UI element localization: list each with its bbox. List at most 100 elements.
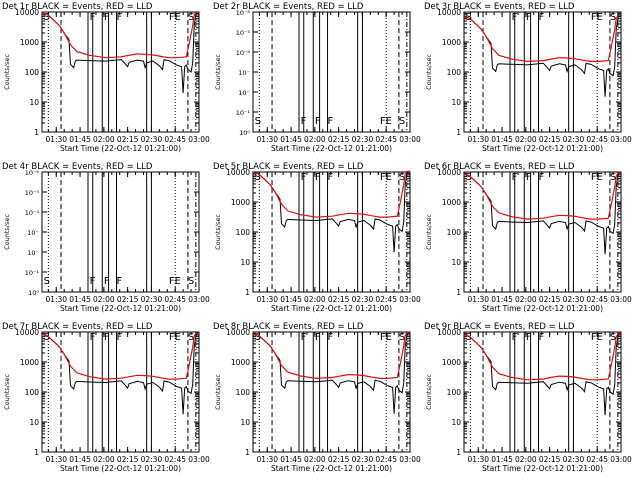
x-tick-label: 02:00 — [515, 295, 537, 304]
x-tick-label: 01:30 — [256, 135, 278, 144]
y-tick-label: 10 — [451, 98, 461, 107]
x-tick-label: 01:45 — [69, 135, 91, 144]
x-tick-label: 02:45 — [586, 135, 608, 144]
x-tick-label: 01:30 — [467, 295, 489, 304]
flag-label: F — [526, 332, 532, 343]
x-tick-label: 01:45 — [69, 455, 91, 464]
x-tick-label: 01:30 — [45, 455, 67, 464]
x-axis-label: Start Time (22-Oct-12 01:21:00) — [271, 144, 392, 153]
y-tick-label: 100 — [236, 228, 251, 237]
x-tick-label: 01:45 — [69, 295, 91, 304]
flag-label: F — [104, 332, 110, 343]
x-tick-label: 02:15 — [539, 135, 561, 144]
y-axis-label: Counts/sec — [425, 374, 433, 410]
y-axis-label: Counts/sec — [3, 374, 11, 410]
panel-det-5r: Det 5r BLACK = Events, RED = LLD11010010… — [213, 162, 421, 313]
y-tick-label: 1000 — [442, 38, 461, 47]
y-tick-label: 10⁻⁶ — [236, 9, 251, 17]
y-tick-label: 1 — [456, 448, 461, 457]
flag-label: F — [539, 332, 545, 343]
series-events — [464, 173, 621, 254]
y-tick-label: 10 — [29, 418, 39, 427]
x-tick-label: 02:00 — [304, 295, 326, 304]
flag-label: F — [315, 332, 321, 343]
x-tick-label: 02:30 — [563, 295, 585, 304]
y-tick-label: 10000 — [226, 168, 250, 177]
x-tick-label: 01:30 — [467, 455, 489, 464]
panel-det-6r: Det 6r BLACK = Events, RED = LLD 1 10 100 10… — [424, 162, 632, 313]
flag-label: F — [539, 172, 545, 183]
flag-label: FE — [169, 12, 181, 23]
y-tick-label: 1 — [456, 288, 461, 297]
y-tick-label: 100 — [25, 68, 40, 77]
x-tick-label: 02:30 — [141, 135, 163, 144]
y-tick-label: 10⁻⁲ — [27, 249, 39, 257]
x-tick-label: 01:45 — [491, 135, 513, 144]
flag-label: F — [104, 276, 110, 287]
y-tick-label: 1 — [245, 288, 250, 297]
x-tick-label: 02:45 — [164, 295, 186, 304]
x-tick-label: 01:30 — [256, 295, 278, 304]
y-tick-label: 10⁻⁳ — [238, 69, 250, 77]
x-tick-label: 02:45 — [375, 135, 397, 144]
x-tick-label: 02:00 — [515, 135, 537, 144]
x-axis-label: Start Time (22-Oct-12 01:21:00) — [271, 464, 392, 473]
x-tick-label: 01:30 — [256, 455, 278, 464]
flag-label: F — [526, 12, 532, 23]
flag-label: F — [301, 332, 307, 343]
x-tick-label: 03:00 — [399, 295, 421, 304]
flag-label: S — [44, 276, 50, 287]
y-tick-label: 10⁻⁴ — [25, 209, 40, 217]
x-tick-label: 03:00 — [188, 455, 210, 464]
flag-label: F — [90, 332, 96, 343]
y-tick-label: 10⁻⁳ — [27, 229, 39, 237]
flag-label: F — [328, 332, 334, 343]
x-tick-label: 03:00 — [188, 135, 210, 144]
x-tick-label: 02:45 — [164, 455, 186, 464]
flag-label: F — [117, 276, 123, 287]
y-tick-label: 10 — [240, 418, 250, 427]
panel-det-3r: Det 3r BLACK = Events, RED = LLD11010010… — [424, 2, 632, 153]
x-tick-label: 01:30 — [45, 135, 67, 144]
x-tick-label: 02:00 — [93, 135, 115, 144]
y-tick-label: 10 — [29, 98, 39, 107]
x-tick-label: 02:00 — [304, 455, 326, 464]
y-tick-label: 1000 — [231, 198, 250, 207]
y-tick-label: 1000 — [231, 358, 250, 367]
y-tick-label: 100 — [25, 388, 40, 397]
y-tick-label: 10000 — [437, 8, 461, 17]
flag-label: F — [117, 12, 123, 23]
flag-label: S — [399, 116, 405, 127]
x-axis-label: Start Time (22-Oct-12 01:21:00) — [271, 304, 392, 313]
y-axis-label: Counts/sec — [425, 214, 433, 250]
x-tick-label: 02:15 — [328, 295, 350, 304]
chart-grid: Det 1r BLACK = Events, RED = LLD11010010… — [0, 0, 640, 480]
x-tick-label: 02:15 — [328, 135, 350, 144]
x-tick-label: 02:00 — [304, 135, 326, 144]
y-tick-label: 100 — [236, 388, 251, 397]
x-tick-label: 02:45 — [586, 295, 608, 304]
x-tick-label: 01:30 — [45, 295, 67, 304]
y-tick-label: 10⁻⁶ — [25, 169, 40, 177]
x-tick-label: 02:30 — [563, 135, 585, 144]
x-tick-label: 02:15 — [117, 455, 139, 464]
y-tick-label: 100 — [447, 68, 462, 77]
flag-label: S — [255, 116, 261, 127]
x-tick-label: 03:00 — [399, 455, 421, 464]
x-tick-label: 02:45 — [164, 135, 186, 144]
y-tick-label: 1 — [34, 448, 39, 457]
flag-label: FE — [380, 332, 392, 343]
y-tick-label: 10000 — [437, 168, 461, 177]
flag-label: FE — [591, 332, 603, 343]
y-tick-label: 10000 — [15, 328, 39, 337]
y-tick-label: 10 — [451, 258, 461, 267]
flag-label: F — [328, 172, 334, 183]
y-tick-label: 10000 — [226, 328, 250, 337]
panel-det-1r: Det 1r BLACK = Events, RED = LLD 1 10 100 10… — [2, 2, 210, 153]
y-tick-label: 1000 — [442, 358, 461, 367]
panel-det-2r: Det 2r BLACK = Events, RED = LLD10⁻⁶10⁻⁵… — [213, 2, 421, 153]
flag-label: F — [117, 332, 123, 343]
y-tick-label: 10000 — [437, 328, 461, 337]
flag-label: F — [328, 116, 334, 127]
panel-det-7r: Det 7r BLACK = Events, RED = LLD 1 10 100 10… — [2, 322, 210, 473]
